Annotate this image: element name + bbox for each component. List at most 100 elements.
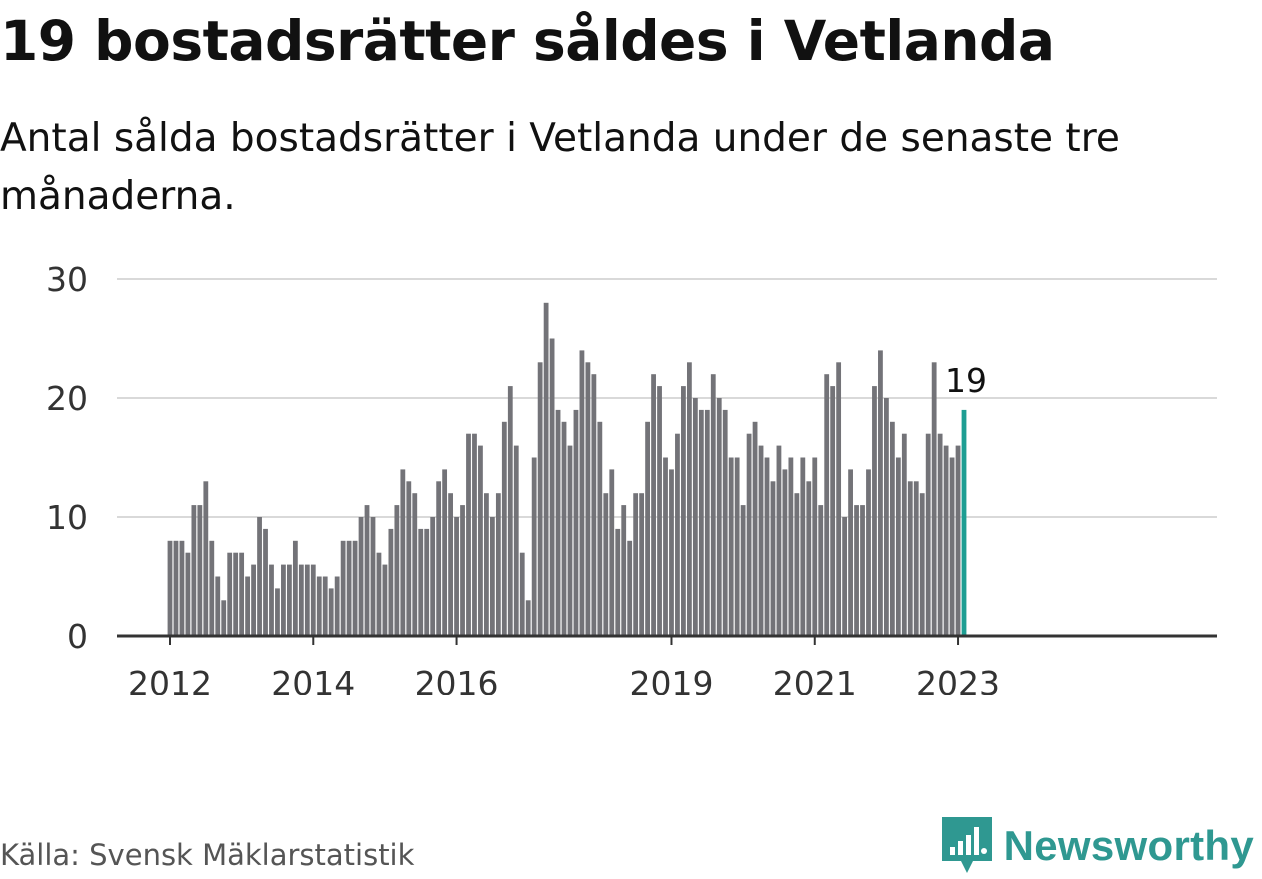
bar bbox=[245, 576, 251, 636]
bar bbox=[884, 398, 889, 636]
bar bbox=[770, 481, 776, 636]
bar bbox=[746, 433, 752, 636]
bar bbox=[251, 564, 256, 636]
bar-chart: 0 10 20 30 19 2012 2014 2016 2019 2021 2023 bbox=[46, 260, 1217, 695]
bar bbox=[669, 469, 674, 636]
bar bbox=[603, 493, 609, 636]
bar bbox=[818, 505, 824, 636]
bar bbox=[263, 528, 268, 636]
bar bbox=[728, 457, 734, 636]
bar bbox=[472, 433, 477, 636]
bar bbox=[782, 469, 788, 636]
bar bbox=[854, 505, 859, 636]
bar bbox=[424, 528, 430, 636]
x-tick-label: 2023 bbox=[916, 664, 1000, 695]
bar bbox=[406, 481, 412, 636]
bar bbox=[573, 409, 579, 636]
bar bbox=[292, 540, 298, 636]
bar bbox=[382, 564, 388, 636]
chart-title: 19 bostadsrätter såldes i Vetlanda bbox=[0, 9, 1055, 73]
bar bbox=[585, 362, 591, 636]
bar bbox=[609, 469, 615, 636]
bar bbox=[633, 493, 639, 636]
bar bbox=[287, 564, 292, 636]
bar bbox=[442, 469, 448, 636]
bar bbox=[913, 481, 919, 636]
bar bbox=[955, 445, 961, 636]
bars bbox=[167, 302, 967, 636]
bar bbox=[937, 433, 943, 636]
bar bbox=[227, 552, 233, 636]
bar bbox=[627, 540, 633, 636]
bar bbox=[943, 445, 949, 636]
bar bbox=[919, 493, 925, 636]
bar bbox=[388, 528, 394, 636]
y-tick-label: 10 bbox=[46, 498, 88, 537]
bar bbox=[806, 481, 812, 636]
bar bbox=[663, 457, 668, 636]
bar bbox=[167, 540, 173, 636]
x-tick-label: 2014 bbox=[271, 664, 355, 695]
x-tick-label: 2016 bbox=[415, 664, 499, 695]
bar bbox=[269, 564, 274, 636]
bar bbox=[519, 552, 525, 636]
bar bbox=[322, 576, 328, 636]
bar bbox=[722, 409, 728, 636]
bar bbox=[734, 457, 740, 636]
bar bbox=[281, 564, 286, 636]
newsworthy-logo-text: Newsworthy bbox=[1003, 822, 1254, 869]
bar bbox=[842, 517, 848, 636]
bar bbox=[681, 386, 686, 636]
bar bbox=[860, 505, 865, 636]
bar bbox=[579, 350, 585, 636]
bar bbox=[645, 421, 650, 636]
bar bbox=[513, 445, 519, 636]
bar bbox=[537, 362, 543, 636]
bar bbox=[555, 409, 561, 636]
bar bbox=[716, 398, 722, 636]
bar bbox=[191, 505, 197, 636]
bar bbox=[949, 457, 955, 636]
bar bbox=[501, 421, 507, 636]
axis-labels: 0 10 20 30 19 2012 2014 2016 2019 2021 2023 bbox=[46, 260, 1000, 695]
bar bbox=[872, 386, 877, 636]
bar bbox=[364, 505, 370, 636]
bar bbox=[788, 457, 794, 636]
bar bbox=[866, 469, 871, 636]
x-axis bbox=[117, 634, 1217, 645]
bar bbox=[549, 338, 555, 636]
y-tick-label: 30 bbox=[46, 260, 88, 299]
bar bbox=[740, 505, 746, 636]
bar bbox=[878, 350, 883, 636]
bar bbox=[460, 505, 465, 636]
bar bbox=[203, 481, 209, 636]
bar bbox=[531, 457, 537, 636]
bar bbox=[752, 421, 758, 636]
data-label-last-value: 19 bbox=[945, 361, 987, 400]
bar bbox=[907, 481, 913, 636]
bar bbox=[615, 528, 621, 636]
bar bbox=[346, 540, 352, 636]
bar bbox=[358, 517, 364, 636]
bar bbox=[848, 469, 853, 636]
bar bbox=[448, 493, 453, 636]
bar bbox=[931, 362, 937, 636]
x-tick-label: 2012 bbox=[128, 664, 212, 695]
bar bbox=[567, 445, 573, 636]
bar bbox=[507, 386, 513, 636]
bar bbox=[221, 600, 227, 636]
bar bbox=[758, 445, 764, 636]
bar bbox=[621, 505, 627, 636]
bar bbox=[800, 457, 806, 636]
newsworthy-logo[interactable]: Newsworthy bbox=[941, 817, 1254, 874]
bar bbox=[215, 576, 221, 636]
bar bbox=[310, 564, 316, 636]
bar bbox=[209, 540, 215, 636]
bar bbox=[316, 576, 322, 636]
bar bbox=[824, 374, 830, 636]
y-tick-label: 20 bbox=[46, 379, 88, 418]
bar bbox=[692, 398, 698, 636]
bar bbox=[179, 540, 185, 636]
bar bbox=[454, 517, 459, 636]
bar bbox=[257, 517, 262, 636]
